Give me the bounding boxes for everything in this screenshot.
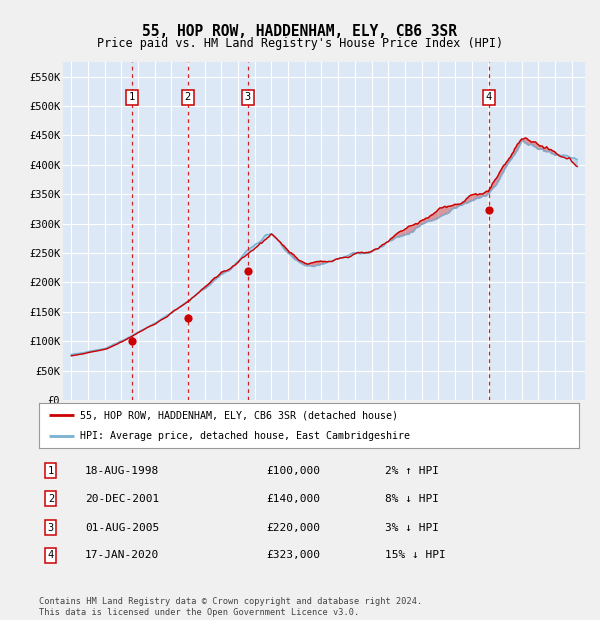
Text: 4: 4: [48, 551, 54, 560]
Text: HPI: Average price, detached house, East Cambridgeshire: HPI: Average price, detached house, East…: [79, 430, 409, 441]
Text: 20-DEC-2001: 20-DEC-2001: [85, 494, 159, 503]
Text: 8% ↓ HPI: 8% ↓ HPI: [385, 494, 439, 503]
Text: £323,000: £323,000: [266, 551, 320, 560]
Text: 2% ↑ HPI: 2% ↑ HPI: [385, 466, 439, 476]
Text: 2: 2: [184, 92, 191, 102]
Text: Price paid vs. HM Land Registry's House Price Index (HPI): Price paid vs. HM Land Registry's House …: [97, 37, 503, 50]
Text: 4: 4: [486, 92, 492, 102]
Text: 55, HOP ROW, HADDENHAM, ELY, CB6 3SR: 55, HOP ROW, HADDENHAM, ELY, CB6 3SR: [143, 24, 458, 38]
Text: 3: 3: [245, 92, 251, 102]
Point: [484, 205, 494, 215]
Text: 3% ↓ HPI: 3% ↓ HPI: [385, 523, 439, 533]
Text: 2: 2: [48, 494, 54, 503]
Text: 01-AUG-2005: 01-AUG-2005: [85, 523, 159, 533]
Point: [243, 265, 253, 275]
Point: [127, 336, 137, 346]
Text: 1: 1: [128, 92, 135, 102]
Text: 55, HOP ROW, HADDENHAM, ELY, CB6 3SR (detached house): 55, HOP ROW, HADDENHAM, ELY, CB6 3SR (de…: [79, 410, 398, 420]
Text: 17-JAN-2020: 17-JAN-2020: [85, 551, 159, 560]
Text: £220,000: £220,000: [266, 523, 320, 533]
Text: Contains HM Land Registry data © Crown copyright and database right 2024.
This d: Contains HM Land Registry data © Crown c…: [39, 598, 422, 617]
Text: 18-AUG-1998: 18-AUG-1998: [85, 466, 159, 476]
Text: £100,000: £100,000: [266, 466, 320, 476]
Text: 1: 1: [48, 466, 54, 476]
Text: 3: 3: [48, 523, 54, 533]
Text: £140,000: £140,000: [266, 494, 320, 503]
Point: [183, 312, 193, 322]
Text: 15% ↓ HPI: 15% ↓ HPI: [385, 551, 445, 560]
